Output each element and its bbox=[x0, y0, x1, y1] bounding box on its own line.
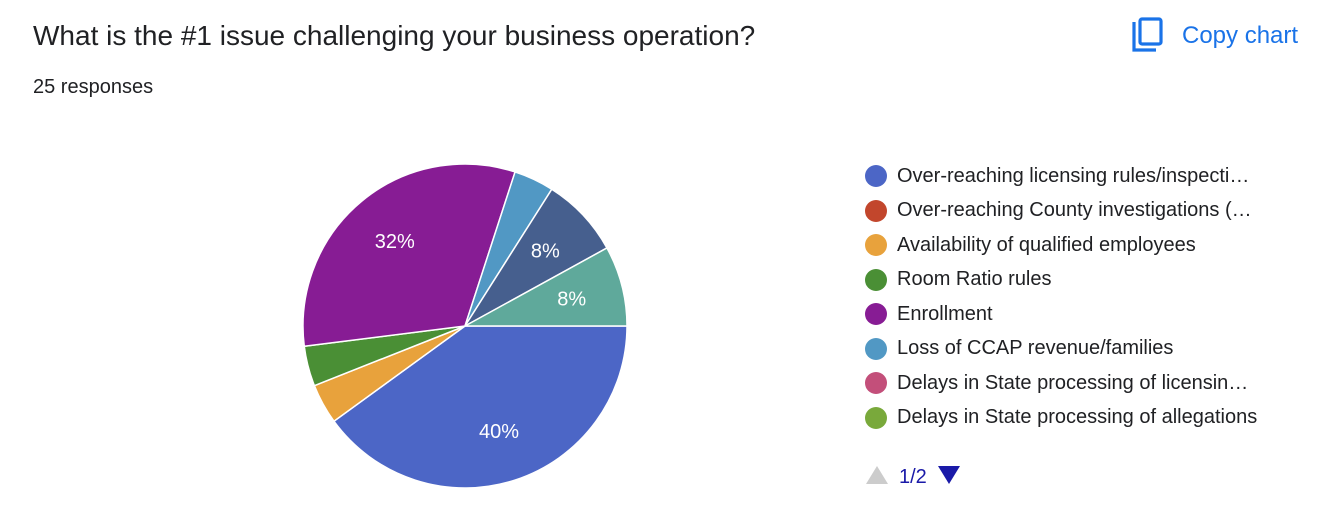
legend-label: Availability of qualified employees bbox=[897, 233, 1196, 256]
legend-label: Delays in State processing of licensin… bbox=[897, 371, 1249, 394]
triangle-up-icon bbox=[866, 466, 888, 484]
legend-label: Over-reaching County investigations (… bbox=[897, 199, 1252, 222]
legend-swatch bbox=[865, 303, 887, 326]
pie-slice-label: 8% bbox=[531, 241, 560, 263]
response-count: 25 responses bbox=[33, 76, 154, 98]
legend-item: Over-reaching licensing rules/inspecti… bbox=[865, 159, 1305, 194]
legend-item: Availability of qualified employees bbox=[865, 228, 1305, 263]
pie-slice-label: 40% bbox=[479, 421, 519, 443]
legend-swatch bbox=[865, 372, 887, 395]
pie-slice[interactable] bbox=[302, 163, 517, 348]
legend-swatch bbox=[865, 268, 887, 291]
legend-swatch bbox=[865, 165, 887, 188]
triangle-down-icon bbox=[937, 466, 960, 484]
legend-swatch bbox=[865, 234, 887, 257]
copy-chart-label: Copy chart bbox=[1182, 22, 1299, 49]
copy-chart-button[interactable]: Copy chart bbox=[1130, 14, 1298, 58]
pie-slice[interactable] bbox=[464, 246, 628, 327]
legend-label: Room Ratio rules bbox=[897, 268, 1052, 291]
chart-title: What is the #1 issue challenging your bu… bbox=[33, 20, 756, 51]
legend-page-indicator: 1/2 bbox=[899, 466, 927, 488]
pie-chart: 40% 32% 8% 8% bbox=[302, 163, 628, 489]
legend-next-button[interactable] bbox=[937, 464, 961, 491]
legend-label: Enrollment bbox=[897, 302, 993, 325]
legend-item: Delays in State processing of allegation… bbox=[865, 401, 1305, 436]
legend-prev-button[interactable] bbox=[865, 464, 889, 491]
legend-item: Delays in State processing of licensin… bbox=[865, 366, 1305, 401]
chart-legend: Over-reaching licensing rules/inspecti… O… bbox=[865, 159, 1305, 435]
legend-swatch bbox=[865, 406, 887, 429]
legend-item: Loss of CCAP revenue/families bbox=[865, 332, 1305, 367]
legend-swatch bbox=[865, 337, 887, 360]
legend-item: Enrollment bbox=[865, 297, 1305, 332]
legend-pager: 1/2 bbox=[865, 464, 961, 491]
legend-item: Over-reaching County investigations (… bbox=[865, 194, 1305, 229]
legend-label: Loss of CCAP revenue/families bbox=[897, 337, 1174, 360]
pie-slice[interactable] bbox=[332, 325, 628, 489]
legend-item: Room Ratio rules bbox=[865, 263, 1305, 298]
pie-slice-label: 8% bbox=[557, 289, 586, 311]
copy-icon bbox=[1130, 17, 1164, 55]
legend-label: Over-reaching licensing rules/inspecti… bbox=[897, 164, 1250, 187]
legend-label: Delays in State processing of allegation… bbox=[897, 406, 1258, 429]
pie-slice-label: 32% bbox=[375, 231, 415, 253]
legend-swatch bbox=[865, 199, 887, 222]
